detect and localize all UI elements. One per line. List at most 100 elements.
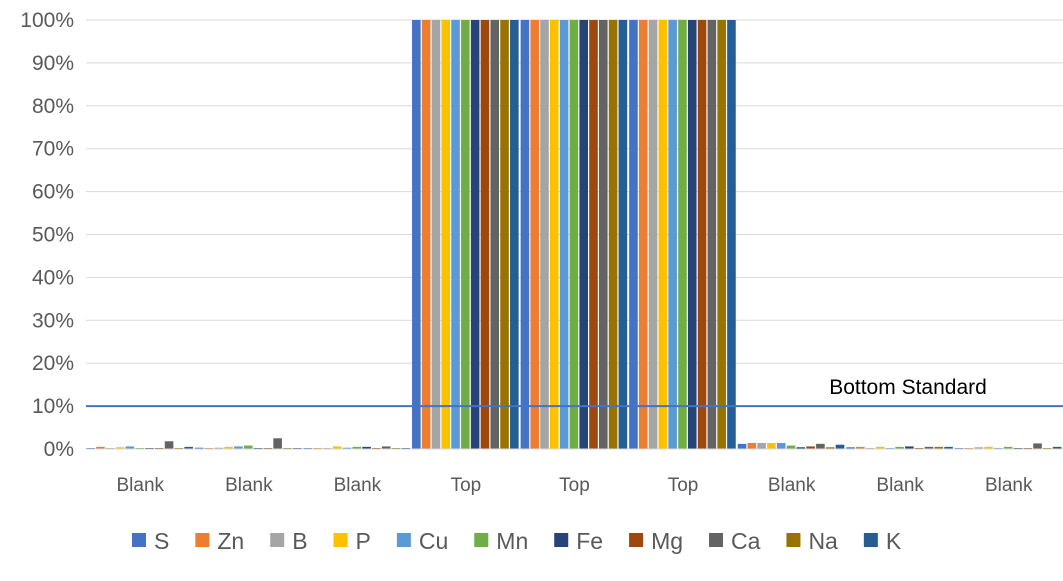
bar bbox=[747, 442, 757, 449]
x-category-label: Blank bbox=[117, 475, 165, 496]
bar bbox=[668, 20, 677, 449]
bar bbox=[825, 447, 835, 449]
x-category-label: Top bbox=[559, 475, 590, 496]
legend-label: K bbox=[886, 528, 902, 554]
bar bbox=[658, 20, 668, 449]
bar bbox=[697, 20, 707, 449]
bar bbox=[835, 444, 845, 449]
x-category-label: Blank bbox=[334, 475, 382, 496]
bar bbox=[125, 446, 135, 449]
bar bbox=[687, 20, 697, 449]
bar bbox=[895, 446, 904, 449]
y-tick-label: 50% bbox=[32, 224, 74, 247]
bar bbox=[816, 443, 825, 449]
legend-item: B bbox=[270, 528, 308, 554]
x-category-label: Blank bbox=[768, 475, 816, 496]
bar bbox=[944, 446, 953, 449]
bar bbox=[648, 20, 658, 449]
legend-item: Zn bbox=[195, 528, 244, 554]
bar bbox=[243, 445, 253, 449]
y-tick-label: 60% bbox=[32, 181, 74, 204]
x-category-label: Top bbox=[451, 475, 482, 496]
legend-item: Fe bbox=[554, 528, 603, 554]
legend-swatch bbox=[629, 533, 644, 547]
bar bbox=[214, 447, 224, 449]
bar bbox=[589, 20, 598, 449]
bar bbox=[569, 20, 579, 449]
bar bbox=[362, 446, 371, 449]
bar bbox=[559, 20, 569, 449]
legend-item: Na bbox=[786, 528, 838, 554]
bar bbox=[934, 446, 944, 449]
bar bbox=[1052, 446, 1062, 449]
bar bbox=[767, 442, 776, 449]
legend-swatch bbox=[270, 533, 285, 547]
legend-label: Mn bbox=[496, 528, 528, 554]
bar bbox=[974, 447, 984, 449]
bar bbox=[441, 20, 451, 449]
bar bbox=[984, 446, 993, 449]
legend-label: Fe bbox=[576, 528, 603, 554]
bar bbox=[273, 438, 282, 449]
bar bbox=[776, 442, 786, 449]
y-tick-label: 0% bbox=[44, 438, 74, 461]
bar bbox=[164, 441, 174, 449]
legend-item: Mg bbox=[629, 528, 683, 554]
legend-swatch bbox=[396, 533, 411, 547]
bar bbox=[737, 443, 747, 449]
x-category-label: Blank bbox=[225, 475, 273, 496]
legend-swatch bbox=[786, 533, 801, 547]
bar bbox=[431, 20, 441, 449]
legend-label: Ca bbox=[731, 528, 761, 554]
x-category-label: Top bbox=[668, 475, 699, 496]
legend-swatch bbox=[554, 533, 569, 547]
legend-swatch bbox=[132, 533, 146, 547]
bar bbox=[115, 447, 125, 449]
bar bbox=[678, 20, 687, 449]
y-tick-label: 30% bbox=[32, 309, 74, 332]
bar bbox=[421, 20, 431, 449]
bar bbox=[629, 20, 638, 449]
y-tick-label: 70% bbox=[32, 138, 74, 161]
legend-swatch bbox=[863, 533, 878, 547]
legend-label: Cu bbox=[419, 528, 448, 554]
legend: S Zn B P Cu Mn Fe Mg Ca Na K bbox=[132, 528, 902, 554]
legend-label: Mg bbox=[651, 528, 683, 554]
legend-swatch bbox=[333, 533, 348, 547]
bar bbox=[332, 446, 342, 449]
reference-line-label: Bottom Standard bbox=[829, 376, 987, 399]
bar bbox=[520, 20, 530, 449]
bar bbox=[461, 20, 470, 449]
y-tick-label: 80% bbox=[32, 95, 74, 118]
bar bbox=[451, 20, 460, 449]
legend-item: P bbox=[333, 528, 371, 554]
y-tick-label: 10% bbox=[32, 395, 74, 418]
legend-label: B bbox=[292, 528, 307, 554]
bar bbox=[550, 20, 559, 449]
legend-label: Na bbox=[808, 528, 838, 554]
bar bbox=[194, 447, 204, 449]
legend-item: K bbox=[863, 528, 902, 554]
bar bbox=[924, 446, 934, 449]
bar bbox=[1033, 443, 1042, 449]
bar bbox=[490, 20, 500, 449]
bar bbox=[757, 442, 766, 449]
bar bbox=[480, 20, 490, 449]
bar bbox=[184, 446, 193, 449]
y-tick-label: 20% bbox=[32, 352, 74, 375]
legend-label: Zn bbox=[217, 528, 244, 554]
bar bbox=[717, 20, 726, 449]
legend-label: P bbox=[356, 528, 371, 554]
y-tick-label: 40% bbox=[32, 266, 74, 289]
y-tick-label: 100% bbox=[20, 9, 74, 32]
bar bbox=[905, 446, 914, 449]
bar bbox=[510, 20, 519, 449]
bar bbox=[530, 20, 539, 449]
bar bbox=[806, 446, 815, 449]
bar bbox=[381, 446, 391, 449]
bar bbox=[470, 20, 480, 449]
bar bbox=[500, 20, 509, 449]
bar bbox=[796, 447, 806, 449]
